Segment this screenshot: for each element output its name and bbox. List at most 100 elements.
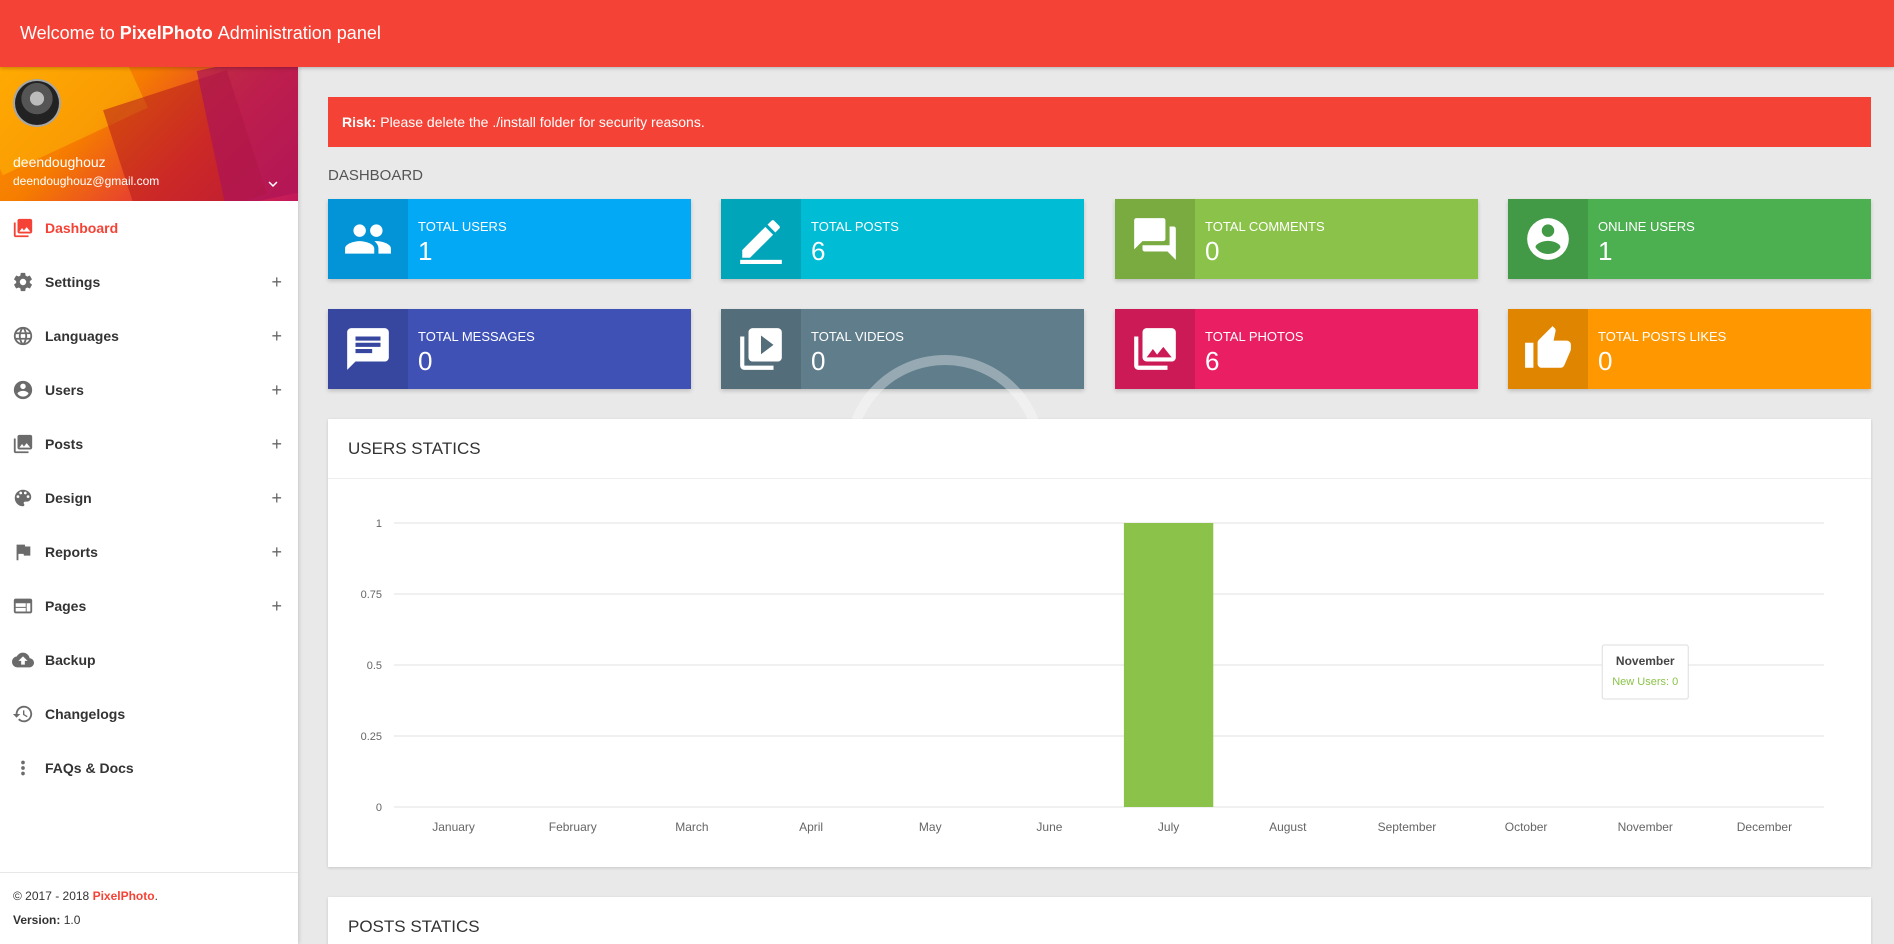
sidebar-item-users[interactable]: Users + bbox=[0, 363, 298, 417]
header-welcome: Welcome to bbox=[20, 23, 115, 43]
header-brand: PixelPhoto bbox=[119, 23, 213, 43]
user-circle-icon bbox=[12, 379, 34, 401]
x-tick-label: June bbox=[1036, 820, 1062, 834]
stat-label: TOTAL PHOTOS bbox=[1205, 329, 1304, 344]
user-circle-icon bbox=[1508, 199, 1588, 279]
main-content: Risk: Please delete the ./install folder… bbox=[328, 67, 1871, 944]
y-tick-label: 1 bbox=[376, 518, 382, 530]
sidebar-item-label: Design bbox=[45, 490, 92, 506]
sidebar-item-pages[interactable]: Pages + bbox=[0, 579, 298, 633]
sidebar: deendoughouz deendoughouz@gmail.com Dash… bbox=[0, 67, 298, 944]
version-value: 1.0 bbox=[63, 913, 81, 927]
user-name: deendoughouz bbox=[13, 154, 106, 170]
plus-icon[interactable]: + bbox=[271, 272, 282, 292]
footer-brand-link[interactable]: PixelPhoto bbox=[92, 889, 155, 903]
image-icon bbox=[12, 217, 34, 239]
stat-total-videos[interactable]: TOTAL VIDEOS 0 bbox=[721, 309, 1084, 389]
sidebar-item-changelogs[interactable]: Changelogs bbox=[0, 687, 298, 741]
sidebar-item-label: Users bbox=[45, 382, 84, 398]
stat-label: TOTAL VIDEOS bbox=[811, 329, 904, 344]
y-tick-label: 0.25 bbox=[361, 731, 382, 743]
history-icon bbox=[12, 703, 34, 725]
sidebar-item-label: Dashboard bbox=[45, 220, 119, 236]
tooltip-title: November bbox=[1616, 654, 1675, 668]
palette-icon bbox=[12, 487, 34, 509]
card-title: USERS STATICS bbox=[328, 419, 1871, 479]
globe-icon bbox=[12, 325, 34, 347]
plus-icon[interactable]: + bbox=[271, 380, 282, 400]
stat-value: 0 bbox=[1205, 236, 1220, 266]
x-tick-label: October bbox=[1505, 820, 1548, 834]
stat-value: 1 bbox=[418, 236, 433, 266]
plus-icon[interactable]: + bbox=[271, 542, 282, 562]
x-tick-label: January bbox=[432, 820, 475, 834]
people-icon bbox=[328, 199, 408, 279]
message-icon bbox=[328, 309, 408, 389]
top-header: Welcome to PixelPhoto Administration pan… bbox=[0, 0, 1894, 67]
y-tick-label: 0.75 bbox=[361, 589, 382, 601]
sidebar-item-faqs[interactable]: FAQs & Docs bbox=[0, 741, 298, 795]
stat-label: TOTAL COMMENTS bbox=[1205, 219, 1325, 234]
stat-value: 0 bbox=[811, 346, 826, 376]
cloud-upload-icon bbox=[12, 649, 34, 671]
stat-online-users[interactable]: ONLINE USERS 1 bbox=[1508, 199, 1871, 279]
stat-total-users[interactable]: TOTAL USERS 1 bbox=[328, 199, 691, 279]
x-tick-label: July bbox=[1158, 820, 1179, 834]
stat-label: TOTAL USERS bbox=[418, 219, 507, 234]
x-tick-label: November bbox=[1618, 820, 1673, 834]
video-library-icon bbox=[721, 309, 801, 389]
posts-statics-card: POSTS STATICS bbox=[328, 897, 1871, 944]
stat-value: 0 bbox=[1598, 346, 1613, 376]
sidebar-item-reports[interactable]: Reports + bbox=[0, 525, 298, 579]
plus-icon[interactable]: + bbox=[271, 488, 282, 508]
avatar[interactable] bbox=[13, 79, 61, 127]
users-statics-card: USERS STATICS 0 0.25 0.5 0.75 1 January Februa… bbox=[328, 419, 1871, 867]
y-tick-label: 0 bbox=[376, 802, 382, 814]
stat-total-messages[interactable]: TOTAL MESSAGES 0 bbox=[328, 309, 691, 389]
stat-label: TOTAL MESSAGES bbox=[418, 329, 535, 344]
x-tick-label: August bbox=[1269, 820, 1307, 834]
tooltip-value: New Users: 0 bbox=[1612, 676, 1678, 688]
flag-icon bbox=[12, 541, 34, 563]
stat-value: 1 bbox=[1598, 236, 1613, 266]
plus-icon[interactable]: + bbox=[271, 326, 282, 346]
sidebar-item-dashboard[interactable]: Dashboard bbox=[0, 201, 298, 255]
stat-total-posts-likes[interactable]: TOTAL POSTS LIKES 0 bbox=[1508, 309, 1871, 389]
more-vertical-icon bbox=[12, 757, 34, 779]
sidebar-item-label: Backup bbox=[45, 652, 96, 668]
security-alert: Risk: Please delete the ./install folder… bbox=[328, 97, 1871, 147]
comments-icon bbox=[1115, 199, 1195, 279]
chevron-down-icon[interactable] bbox=[264, 175, 282, 193]
copyright: © 2017 - 2018 PixelPhoto. bbox=[13, 889, 158, 903]
alert-text: Please delete the ./install folder for s… bbox=[380, 114, 705, 130]
plus-icon[interactable]: + bbox=[271, 596, 282, 616]
sidebar-item-posts[interactable]: Posts + bbox=[0, 417, 298, 471]
users-chart: 0 0.25 0.5 0.75 1 January February March April Ma… bbox=[361, 518, 1824, 834]
stat-total-posts[interactable]: TOTAL POSTS 6 bbox=[721, 199, 1084, 279]
sidebar-item-languages[interactable]: Languages + bbox=[0, 309, 298, 363]
stat-total-photos[interactable]: TOTAL PHOTOS 6 bbox=[1115, 309, 1478, 389]
stat-value: 0 bbox=[418, 346, 433, 376]
pencil-icon bbox=[721, 199, 801, 279]
user-email: deendoughouz@gmail.com bbox=[13, 174, 160, 188]
sidebar-item-label: Posts bbox=[45, 436, 84, 452]
version-info: Version: 1.0 bbox=[13, 913, 81, 927]
photo-library-icon bbox=[1115, 309, 1195, 389]
sidebar-item-label: Settings bbox=[45, 274, 101, 290]
stat-label: ONLINE USERS bbox=[1598, 219, 1695, 234]
stat-label: TOTAL POSTS LIKES bbox=[1598, 329, 1727, 344]
photo-library-icon bbox=[12, 433, 34, 455]
page-title: DASHBOARD bbox=[328, 167, 424, 184]
sidebar-item-design[interactable]: Design + bbox=[0, 471, 298, 525]
x-tick-label: September bbox=[1378, 820, 1437, 834]
header-suffix: Administration panel bbox=[217, 23, 381, 43]
stat-total-comments[interactable]: TOTAL COMMENTS 0 bbox=[1115, 199, 1478, 279]
sidebar-item-backup[interactable]: Backup bbox=[0, 633, 298, 687]
sidebar-item-settings[interactable]: Settings + bbox=[0, 255, 298, 309]
web-page-icon bbox=[12, 595, 34, 617]
stat-value: 6 bbox=[811, 236, 826, 266]
plus-icon[interactable]: + bbox=[271, 434, 282, 454]
card-title: POSTS STATICS bbox=[328, 897, 1871, 944]
sidebar-menu: Dashboard Settings + Languages + Users +… bbox=[0, 201, 298, 795]
sidebar-footer: © 2017 - 2018 PixelPhoto. Version: 1.0 bbox=[0, 872, 298, 944]
